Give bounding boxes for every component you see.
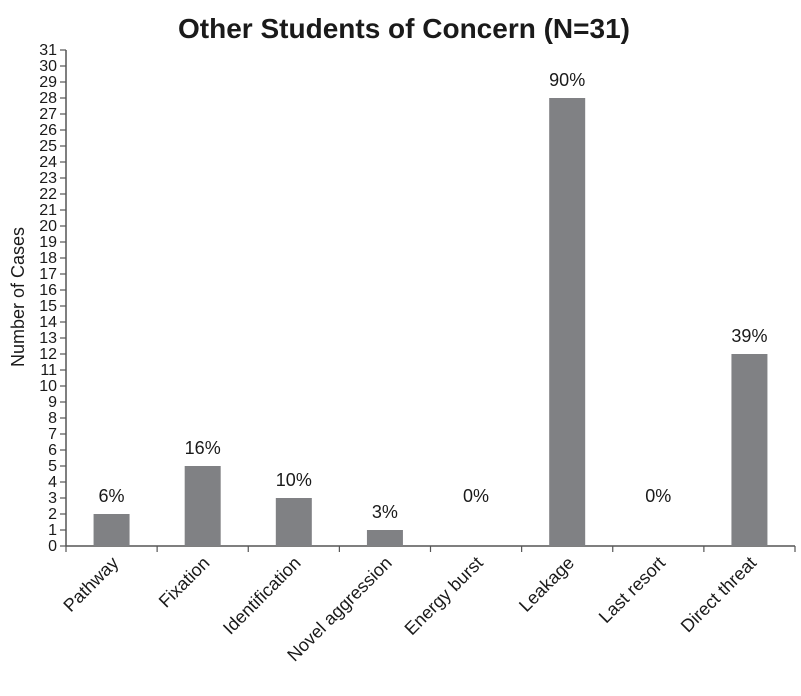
y-tick-label: 29 [39, 74, 57, 91]
y-tick-label: 23 [39, 170, 57, 187]
data-label: 0% [645, 486, 671, 506]
data-labels: 6% 16% 10% 3% 0% 90% 0% 39% [99, 70, 768, 522]
axes [65, 50, 795, 547]
y-tick-label: 11 [40, 362, 57, 379]
y-tick-label: 9 [48, 394, 57, 411]
x-tick-label: Leakage [515, 553, 578, 616]
data-label: 6% [99, 486, 125, 506]
y-tick-label: 13 [39, 330, 57, 347]
y-tick-label: 4 [48, 474, 57, 491]
y-tick-label: 31 [39, 42, 57, 59]
y-tick-label: 18 [39, 250, 57, 267]
data-label: 0% [463, 486, 489, 506]
y-tick-label: 0 [48, 538, 57, 555]
y-tick-label: 20 [39, 218, 57, 235]
y-tick-label: 28 [39, 90, 57, 107]
bar [275, 498, 312, 546]
data-label: 90% [549, 70, 585, 90]
y-ticks: 0123456789101112131415161718192021222324… [39, 42, 66, 555]
data-label: 10% [276, 470, 312, 490]
y-tick-label: 7 [48, 426, 57, 443]
y-tick-label: 15 [39, 298, 57, 315]
chart-title: Other Students of Concern (N=31) [178, 13, 630, 44]
x-tick-label: Pathway [59, 553, 122, 616]
x-tick-label: Identification [219, 553, 305, 639]
y-tick-label: 27 [39, 106, 57, 123]
x-tick-label: Direct threat [677, 553, 760, 636]
y-tick-label: 12 [39, 346, 57, 363]
data-label: 16% [185, 438, 221, 458]
y-tick-label: 26 [39, 122, 57, 139]
x-tick-label: Last resort [595, 553, 669, 627]
y-tick-label: 16 [39, 282, 57, 299]
y-tick-label: 6 [48, 442, 57, 459]
bar [731, 354, 768, 546]
y-tick-label: 14 [39, 314, 57, 331]
y-tick-label: 30 [39, 58, 57, 75]
y-tick-label: 3 [48, 490, 57, 507]
y-tick-label: 10 [39, 378, 57, 395]
y-tick-label: 17 [39, 266, 57, 283]
bar [549, 98, 586, 546]
bars [93, 98, 768, 546]
y-tick-label: 2 [48, 506, 57, 523]
data-label: 39% [731, 326, 767, 346]
y-tick-label: 1 [48, 522, 57, 539]
data-label: 3% [372, 502, 398, 522]
y-tick-label: 24 [39, 154, 57, 171]
bar [93, 514, 130, 546]
bar [184, 466, 221, 546]
y-tick-label: 5 [48, 458, 57, 475]
y-tick-label: 8 [48, 410, 57, 427]
y-tick-label: 21 [39, 202, 57, 219]
y-axis-label: Number of Cases [8, 227, 28, 367]
y-tick-label: 25 [39, 138, 57, 155]
x-tick-label: Energy burst [401, 553, 487, 639]
x-tick-label: Fixation [155, 553, 214, 612]
y-tick-label: 22 [39, 186, 57, 203]
y-tick-label: 19 [39, 234, 57, 251]
bar [366, 530, 403, 546]
